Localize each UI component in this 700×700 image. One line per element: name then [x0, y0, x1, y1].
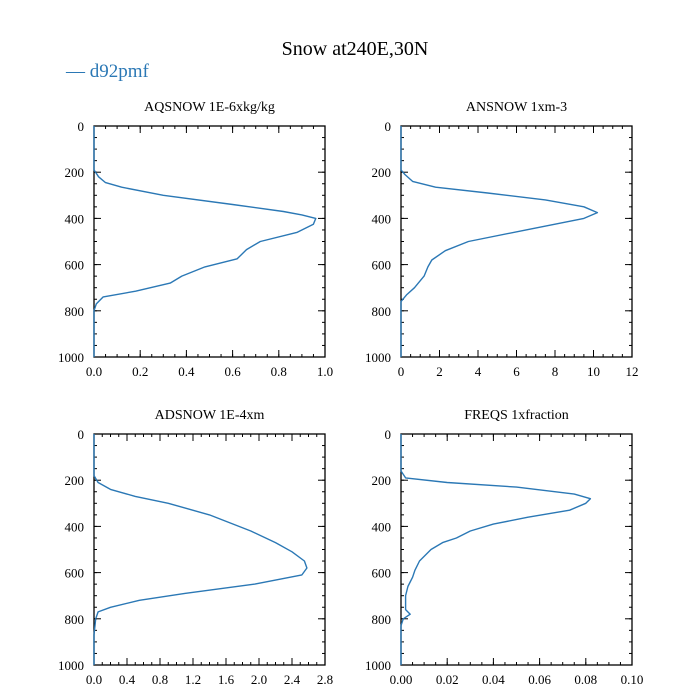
y-tick-label: 200 — [372, 165, 392, 180]
y-tick-label: 1000 — [365, 658, 391, 673]
x-tick-label: 2.0 — [251, 672, 267, 687]
x-tick-label: 4 — [475, 364, 482, 379]
x-tick-label: 0.8 — [152, 672, 168, 687]
x-tick-label: 0.06 — [528, 672, 551, 687]
x-tick-label: 6 — [513, 364, 520, 379]
axis-frame — [93, 433, 326, 666]
y-tick-label: 200 — [65, 473, 85, 488]
x-tick-label: 0.4 — [119, 672, 136, 687]
y-tick-label: 400 — [372, 519, 392, 534]
panel-title: ADSNOW 1E-4xm — [155, 408, 265, 423]
series-line-d92pmf — [93, 434, 308, 665]
series-line-d92pmf — [400, 126, 599, 357]
panel-2: ANSNOW 1xm-3 0 2 4 6 8 10 12 0 200 400 600 800 1000 — [365, 100, 639, 379]
y-tick-label: 400 — [65, 211, 85, 226]
x-tick-label: 8 — [552, 364, 559, 379]
x-tick-label: 2 — [436, 364, 443, 379]
y-tick-label: 0 — [78, 119, 85, 134]
series-line-d92pmf — [93, 126, 317, 357]
x-tick-label: 0.10 — [621, 672, 644, 687]
x-tick-label: 1.0 — [317, 364, 333, 379]
x-tick-label: 0 — [398, 364, 405, 379]
axis-frame — [93, 125, 326, 358]
panel-4: FREQS 1xfraction 0.00 0.02 0.04 0.06 0.08 0.10… — [365, 408, 643, 687]
panel-3: ADSNOW 1E-4xm 0.0 0.4 0.8 1.2 1.6 2.0 2.4 2.8 0 20… — [58, 408, 333, 687]
x-tick-label: 0.00 — [390, 672, 413, 687]
x-tick-label: 10 — [587, 364, 600, 379]
x-tick-label: 1.6 — [218, 672, 235, 687]
panel-title: FREQS 1xfraction — [464, 408, 569, 423]
series-line-d92pmf — [400, 434, 592, 665]
x-tick-label: 0.6 — [224, 364, 241, 379]
y-tick-label: 400 — [372, 211, 392, 226]
x-tick-label: 0.4 — [178, 364, 195, 379]
x-tick-label: 0.2 — [132, 364, 148, 379]
legend-entry: — d92pmf — [65, 61, 150, 82]
y-tick-label: 800 — [65, 304, 85, 319]
y-tick-label: 800 — [372, 304, 392, 319]
x-tick-label: 0.0 — [86, 364, 102, 379]
axis-frame — [400, 433, 633, 666]
y-tick-label: 200 — [65, 165, 85, 180]
y-tick-label: 400 — [65, 519, 85, 534]
x-tick-label: 12 — [626, 364, 639, 379]
y-tick-label: 0 — [385, 427, 392, 442]
x-tick-label: 0.0 — [86, 672, 102, 687]
y-tick-label: 0 — [78, 427, 85, 442]
y-tick-label: 800 — [65, 612, 85, 627]
y-tick-label: 1000 — [58, 658, 84, 673]
panel-title: ANSNOW 1xm-3 — [466, 100, 567, 115]
y-tick-label: 600 — [65, 258, 85, 273]
x-tick-label: 2.4 — [284, 672, 301, 687]
x-tick-label: 0.04 — [482, 672, 505, 687]
axis-frame — [400, 125, 633, 358]
panel-1: AQSNOW 1E-6xkg/kg 0.0 0.2 0.4 0.6 0.8 1.0 0 200 4… — [58, 100, 333, 379]
y-tick-label: 1000 — [58, 350, 84, 365]
y-tick-label: 600 — [65, 566, 85, 581]
x-tick-label: 0.02 — [436, 672, 459, 687]
y-tick-label: 600 — [372, 566, 392, 581]
y-tick-label: 1000 — [365, 350, 391, 365]
x-tick-label: 0.8 — [271, 364, 287, 379]
y-tick-label: 600 — [372, 258, 392, 273]
panel-title: AQSNOW 1E-6xkg/kg — [144, 100, 275, 115]
x-tick-label: 0.08 — [574, 672, 597, 687]
y-tick-label: 200 — [372, 473, 392, 488]
y-tick-label: 0 — [385, 119, 392, 134]
figure-title: Snow at240E,30N — [282, 38, 429, 60]
x-tick-label: 2.8 — [317, 672, 333, 687]
y-tick-label: 800 — [372, 612, 392, 627]
x-tick-label: 1.2 — [185, 672, 201, 687]
